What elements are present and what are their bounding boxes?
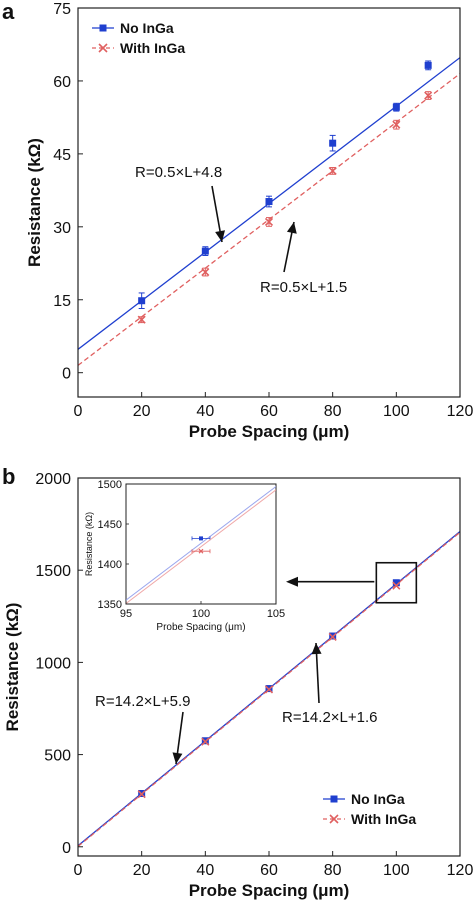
data-point-with-inga bbox=[328, 166, 337, 175]
zoom-region-box bbox=[375, 561, 418, 604]
legend-label: No InGa bbox=[351, 791, 405, 807]
annotation-arrow-head bbox=[311, 643, 322, 655]
inset-y-tick-label: 1400 bbox=[98, 559, 122, 571]
x-tick-label: 0 bbox=[74, 862, 83, 879]
x-tick-label: 60 bbox=[260, 862, 278, 879]
x-tick-label: 60 bbox=[260, 403, 278, 420]
annotation-arrow-head bbox=[172, 752, 183, 764]
x-tick-label: 120 bbox=[447, 403, 474, 420]
legend-label: With InGa bbox=[120, 40, 185, 56]
data-point-no-inga bbox=[265, 198, 273, 206]
chart-panel-b: b 0 20 40 60 80 100 120 0 500 1000 1500 2000 Probe Sp… bbox=[2, 464, 473, 900]
data-point-with-inga bbox=[201, 737, 210, 746]
data-point-with-inga bbox=[264, 685, 274, 694]
inset-point-with-inga bbox=[198, 548, 204, 554]
data-point-with-inga bbox=[392, 120, 401, 129]
legend: No InGa With InGa bbox=[92, 20, 185, 56]
y-tick-label: 30 bbox=[53, 220, 71, 237]
x-tick-label: 40 bbox=[196, 862, 214, 879]
y-axis-label: Resistance (kΩ) bbox=[25, 138, 44, 267]
y-axis-label: Resistance (kΩ) bbox=[3, 603, 22, 732]
y-tick-label: 500 bbox=[44, 748, 71, 765]
x-axis-label: Probe Spacing (μm) bbox=[189, 881, 350, 900]
y-tick-label: 1000 bbox=[35, 655, 71, 672]
data-point-with-inga bbox=[328, 632, 337, 642]
legend-marker-x bbox=[98, 43, 108, 53]
legend-label: With InGa bbox=[351, 811, 416, 827]
data-point-with-inga bbox=[137, 790, 146, 799]
fit-equation-label: R=14.2×L+5.9 bbox=[95, 693, 191, 710]
x-tick-label: 20 bbox=[133, 862, 151, 879]
data-point-with-inga bbox=[392, 581, 401, 590]
y-tick-label: 15 bbox=[53, 293, 71, 310]
y-tick-label: 45 bbox=[53, 147, 71, 164]
y-tick-label: 1500 bbox=[35, 563, 71, 580]
y-tick-label: 0 bbox=[62, 366, 71, 383]
inset-point-no-inga bbox=[199, 536, 203, 541]
y-tick-label: 75 bbox=[53, 1, 71, 18]
data-point-no-inga bbox=[329, 139, 337, 147]
legend: No InGa With InGa bbox=[323, 791, 416, 827]
inset-fit-line-no-inga bbox=[126, 486, 276, 601]
x-tick-label: 20 bbox=[133, 403, 151, 420]
chart-panel-a: a 0 20 40 60 80 100 120 0 15 30 45 60 75 Probe Spacing… bbox=[2, 0, 473, 441]
inset-y-tick-label: 1350 bbox=[98, 599, 122, 611]
inset-x-tick-label: 100 bbox=[192, 608, 210, 620]
fit-equation-label: R=0.5×L+4.8 bbox=[135, 164, 222, 181]
data-point-with-inga bbox=[424, 91, 433, 100]
x-tick-label: 0 bbox=[74, 403, 83, 420]
y-tick-label: 2000 bbox=[35, 471, 71, 488]
legend-label: No InGa bbox=[120, 20, 174, 36]
x-tick-label: 100 bbox=[383, 403, 410, 420]
legend-marker-square bbox=[99, 24, 107, 32]
inset-x-tick-label: 95 bbox=[120, 608, 132, 620]
data-point-with-inga bbox=[201, 267, 210, 277]
inset-y-tick-label: 1450 bbox=[98, 519, 122, 531]
legend-marker-square bbox=[330, 795, 338, 803]
panel-label: b bbox=[2, 464, 15, 489]
y-tick-label: 60 bbox=[53, 74, 71, 91]
x-tick-label: 100 bbox=[383, 862, 410, 879]
fit-equation-label: R=0.5×L+1.5 bbox=[260, 279, 347, 296]
inset-fit-line-with-inga bbox=[126, 489, 276, 604]
inset-y-axis-label: Resistance (kΩ) bbox=[84, 512, 94, 576]
x-tick-label: 80 bbox=[324, 403, 342, 420]
data-point-no-inga bbox=[392, 103, 400, 111]
fit-equation-label: R=14.2×L+1.6 bbox=[282, 709, 378, 726]
data-point-no-inga bbox=[424, 61, 432, 69]
data-point-no-inga bbox=[201, 247, 209, 255]
inset-y-tick-label: 1500 bbox=[98, 479, 122, 491]
x-tick-label: 40 bbox=[196, 403, 214, 420]
legend-marker-x bbox=[329, 814, 339, 824]
x-tick-label: 80 bbox=[324, 862, 342, 879]
data-point-no-inga bbox=[392, 579, 400, 587]
data-point-with-inga bbox=[264, 217, 274, 227]
inset-x-axis-label: Probe Spacing (μm) bbox=[156, 622, 245, 633]
data-point-with-inga bbox=[137, 315, 146, 324]
zoom-callout-arrow-head bbox=[286, 576, 298, 587]
panel-label: a bbox=[2, 0, 15, 24]
inset-x-tick-label: 105 bbox=[267, 608, 285, 620]
data-point-no-inga bbox=[138, 297, 146, 305]
annotation-arrow-head bbox=[215, 230, 225, 242]
y-tick-label: 0 bbox=[62, 840, 71, 857]
x-tick-label: 120 bbox=[447, 862, 474, 879]
annotation-arrow-head bbox=[286, 222, 297, 234]
x-axis-label: Probe Spacing (μm) bbox=[189, 422, 350, 441]
inset-plot: 95 100 105 1350 1400 1450 1500 Probe Spacing (μ… bbox=[84, 479, 285, 633]
